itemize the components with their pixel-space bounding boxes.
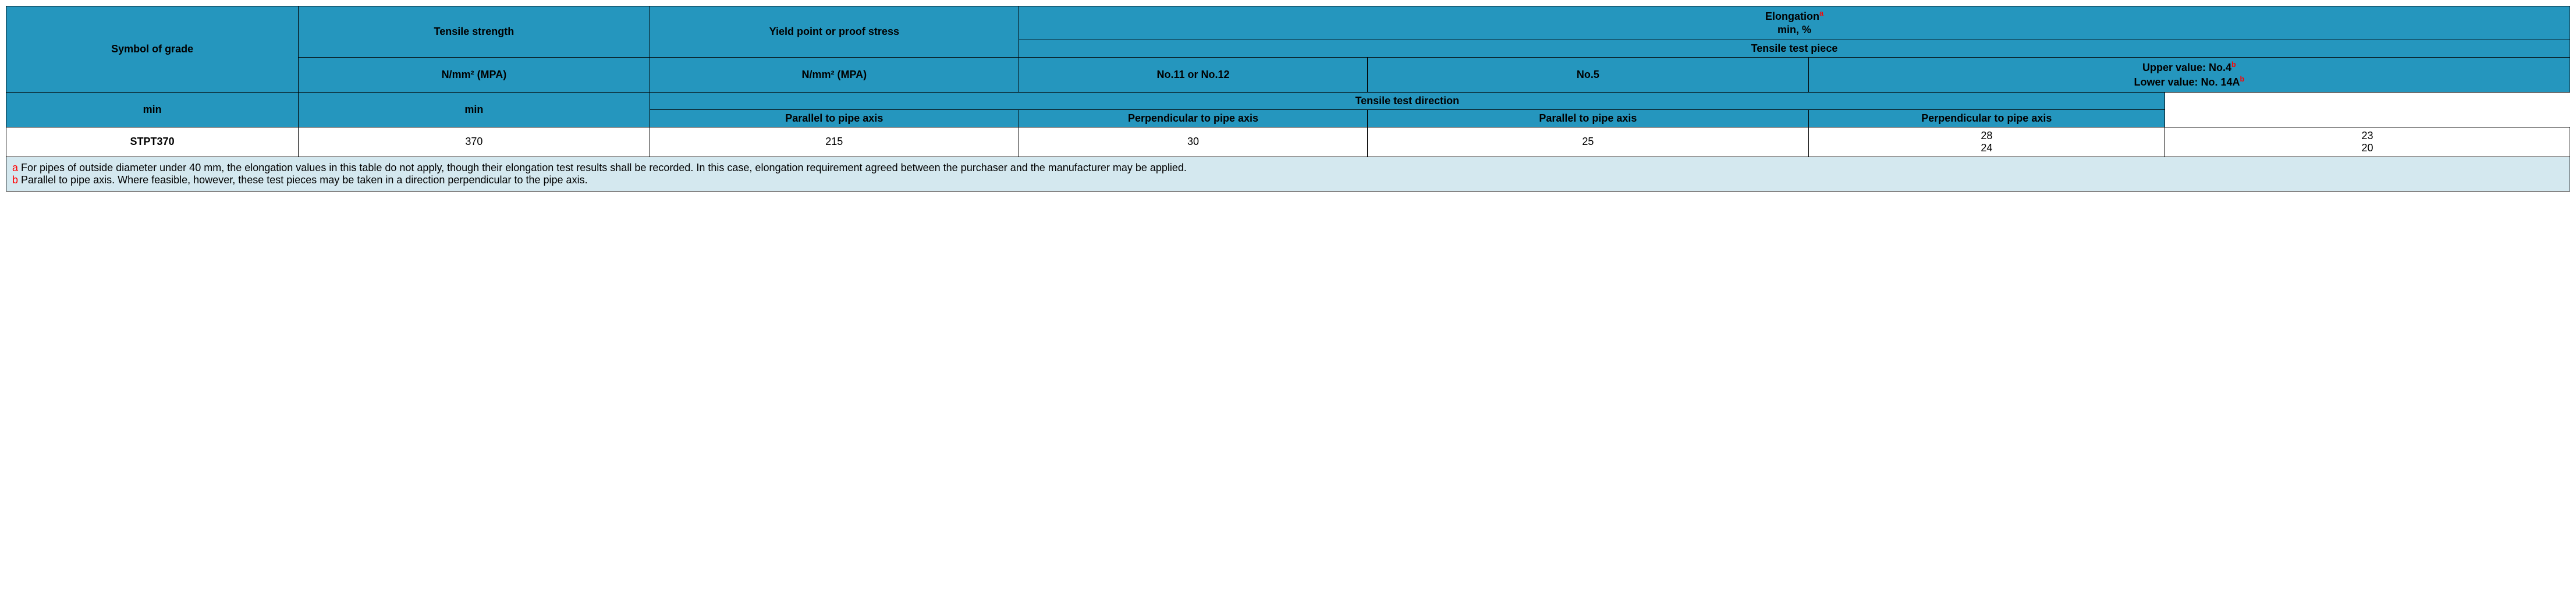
elongation-label: Elongation bbox=[1765, 10, 1819, 22]
cell-parallel-upper: 28 bbox=[1812, 130, 2161, 142]
superscript-b-2: b bbox=[2240, 75, 2245, 83]
cell-elong-11-12: 30 bbox=[1019, 127, 1367, 157]
footnote-cell: a For pipes of outside diameter under 40… bbox=[6, 157, 2570, 191]
table-row: STPT370 370 215 30 25 28 24 23 20 bbox=[6, 127, 2570, 157]
cell-yield-point: 215 bbox=[650, 127, 1019, 157]
footnote-a-letter: a bbox=[12, 162, 18, 173]
lower-value-label: Lower value: No. 14A bbox=[2134, 76, 2240, 88]
footnote-b-text: Parallel to pipe axis. Where feasible, h… bbox=[18, 174, 588, 186]
footnote-b-letter: b bbox=[12, 174, 18, 186]
col-header-unit-tensile: N/mm² (MPA) bbox=[299, 57, 650, 92]
cell-perp-lower: 20 bbox=[2169, 142, 2566, 154]
superscript-a: a bbox=[1819, 9, 1823, 17]
elongation-sub: min, % bbox=[1777, 24, 1811, 36]
cell-parallel-stack: 28 24 bbox=[1808, 127, 2165, 157]
superscript-b-1: b bbox=[2231, 61, 2236, 69]
upper-value-label: Upper value: No.4 bbox=[2142, 62, 2231, 73]
col-header-parallel-1: Parallel to pipe axis bbox=[650, 109, 1019, 127]
col-header-piece-11-12: No.11 or No.12 bbox=[1019, 57, 1367, 92]
col-header-yield-point: Yield point or proof stress bbox=[650, 6, 1019, 58]
col-header-tensile-test-piece: Tensile test piece bbox=[1019, 40, 2570, 57]
cell-parallel-lower: 24 bbox=[1812, 142, 2161, 154]
col-header-symbol-grade: Symbol of grade bbox=[6, 6, 299, 93]
footnote-a-text: For pipes of outside diameter under 40 m… bbox=[18, 162, 1187, 173]
col-header-upper-lower: Upper value: No.4b Lower value: No. 14Ab bbox=[1808, 57, 2570, 92]
cell-elong-5: 25 bbox=[1368, 127, 1809, 157]
col-header-tensile-strength: Tensile strength bbox=[299, 6, 650, 58]
col-header-min-tensile: min bbox=[6, 92, 299, 127]
col-header-tensile-test-direction: Tensile test direction bbox=[650, 92, 2165, 109]
col-header-elongation: Elongationa min, % bbox=[1019, 6, 2570, 40]
cell-perp-stack: 23 20 bbox=[2165, 127, 2570, 157]
col-header-unit-yield: N/mm² (MPA) bbox=[650, 57, 1019, 92]
cell-perp-upper: 23 bbox=[2169, 130, 2566, 142]
col-header-piece-5: No.5 bbox=[1368, 57, 1809, 92]
col-header-perpendicular-2: Perpendicular to pipe axis bbox=[1808, 109, 2165, 127]
mechanical-properties-table: Symbol of grade Tensile strength Yield p… bbox=[6, 6, 2570, 191]
col-header-min-yield: min bbox=[299, 92, 650, 127]
col-header-parallel-2: Parallel to pipe axis bbox=[1368, 109, 1809, 127]
cell-tensile-strength: 370 bbox=[299, 127, 650, 157]
cell-grade: STPT370 bbox=[6, 127, 299, 157]
footnote-row: a For pipes of outside diameter under 40… bbox=[6, 157, 2570, 191]
col-header-perpendicular-1: Perpendicular to pipe axis bbox=[1019, 109, 1367, 127]
